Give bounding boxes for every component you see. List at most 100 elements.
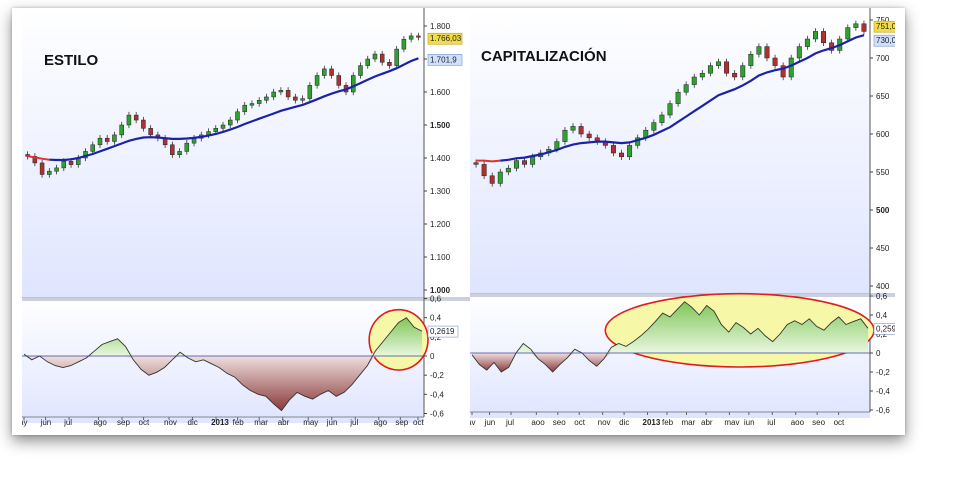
candle xyxy=(148,128,153,136)
candle xyxy=(740,65,746,78)
candle xyxy=(716,61,721,66)
candle xyxy=(748,53,754,66)
osc-tick-label: -0,6 xyxy=(876,406,890,415)
candle xyxy=(112,134,117,142)
candle xyxy=(104,137,110,142)
candle xyxy=(610,145,616,154)
candle xyxy=(651,122,657,131)
candle xyxy=(853,23,859,28)
candle xyxy=(619,152,624,158)
candle xyxy=(271,91,276,98)
x-tick-label: dic xyxy=(188,418,198,427)
candle xyxy=(365,58,370,66)
candle xyxy=(47,170,52,175)
candle xyxy=(554,141,560,150)
candle xyxy=(213,128,219,132)
candle xyxy=(497,171,503,184)
oscillator-badge xyxy=(873,322,895,335)
x-tick-label: ago xyxy=(93,418,107,427)
moving-average-line-start xyxy=(27,155,50,161)
candle xyxy=(505,167,511,173)
moving-average-line-start xyxy=(476,159,501,163)
candle xyxy=(473,162,479,165)
x-tick-label: seo xyxy=(812,418,825,427)
osc-tick-label: 0,6 xyxy=(430,295,442,304)
candle xyxy=(683,84,689,93)
osc-tick-label: -0,6 xyxy=(430,410,444,419)
osc-tick-label: 0,6 xyxy=(876,292,888,301)
candle xyxy=(97,137,103,146)
oscillator-negative-area xyxy=(472,353,868,372)
candle xyxy=(394,48,399,66)
x-tick-label: nov xyxy=(164,418,177,427)
x-tick-label: abr xyxy=(278,418,290,427)
price-badge xyxy=(427,32,463,45)
candle xyxy=(764,46,770,59)
candle xyxy=(249,103,255,106)
candle xyxy=(408,35,414,40)
x-tick-label: oct xyxy=(834,418,845,427)
candle xyxy=(562,129,568,142)
x-tick-label: feb xyxy=(233,418,245,427)
x-tick-label: mar xyxy=(254,418,268,427)
x-tick-label: feb xyxy=(662,418,674,427)
y-tick-label: 550 xyxy=(876,168,890,177)
y-tick-label: 700 xyxy=(876,54,890,63)
candle xyxy=(126,114,132,126)
candle xyxy=(227,119,233,126)
candle xyxy=(285,90,291,98)
chart-panel-capitalizacion: 750 700 650 600 550 500 450 400 751,02 730,09 0,6 0… xyxy=(470,8,895,435)
y-tick-label: 1.400 xyxy=(430,154,451,163)
candle xyxy=(691,76,697,85)
candle xyxy=(351,75,356,93)
candle xyxy=(184,142,190,152)
candle xyxy=(235,111,240,121)
oscillator-line xyxy=(471,301,869,373)
candle xyxy=(322,68,327,76)
candle xyxy=(307,85,313,99)
candle xyxy=(379,53,385,63)
candle xyxy=(401,38,407,50)
x-tick-label: jul xyxy=(505,418,514,427)
oscillator-positive-area xyxy=(24,317,422,356)
x-tick-label: jul xyxy=(349,418,358,427)
candle xyxy=(220,124,226,129)
candle xyxy=(659,114,665,123)
candle xyxy=(278,90,284,93)
x-tick-label: jun xyxy=(326,418,338,427)
moving-average-line xyxy=(49,57,419,162)
screenshot-frame: 1.8001.7001.6001.5001.4001.3001.2001.100… xyxy=(12,8,905,435)
candle xyxy=(170,144,175,155)
candle xyxy=(489,175,495,184)
candle xyxy=(133,114,139,121)
candle xyxy=(177,151,182,155)
chart-estilo: 1.8001.7001.6001.5001.4001.3001.2001.100… xyxy=(22,8,470,427)
candle xyxy=(387,62,392,66)
candle xyxy=(586,133,592,139)
moving-average-line xyxy=(500,34,865,162)
candle xyxy=(796,46,802,59)
candle xyxy=(724,61,730,74)
candle xyxy=(699,72,705,78)
y-tick-label: 600 xyxy=(876,130,890,139)
y-tick-label: 400 xyxy=(876,282,890,291)
oscillator-badge-label: 0,2619 xyxy=(430,327,455,336)
candle xyxy=(68,161,74,165)
candle xyxy=(90,144,95,152)
osc-tick-label: -0,2 xyxy=(876,368,890,377)
candle xyxy=(513,160,519,169)
candle xyxy=(570,126,576,131)
x-tick-label: oct xyxy=(574,418,585,427)
candle xyxy=(780,65,786,78)
x-tick-label: aoo xyxy=(531,418,545,427)
x-tick-label: 2013 xyxy=(643,418,661,427)
oscillator-negative-area xyxy=(24,356,422,411)
ma-badge-label: 1.701,9 xyxy=(430,55,457,64)
x-tick-label: mar xyxy=(682,418,696,427)
osc-tick-label: -0,4 xyxy=(876,387,890,396)
y-tick-label: 1.100 xyxy=(430,253,451,262)
y-tick-label: 450 xyxy=(876,244,890,253)
oscillator-badge-label: 0,2590 xyxy=(876,324,895,333)
osc-tick-label: -0,2 xyxy=(430,371,444,380)
oscillator-positive-area xyxy=(472,301,868,353)
